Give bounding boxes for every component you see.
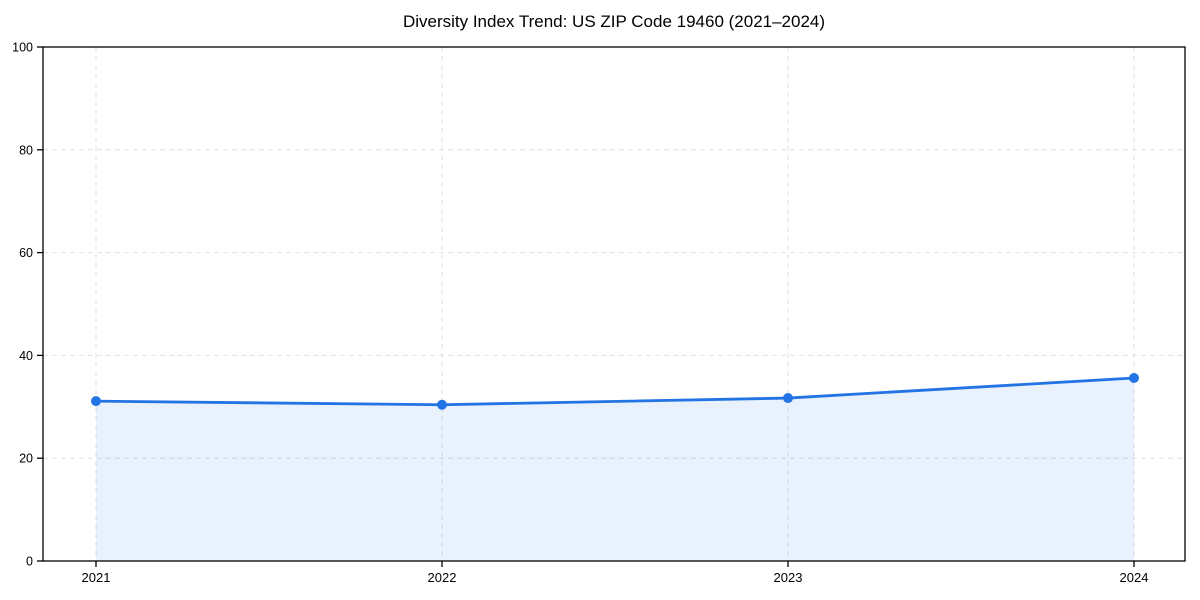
data-point-2024[interactable] [1129,373,1139,384]
y-tick-label: 100 [12,41,33,55]
plot-border [42,46,1186,562]
data-point-2022[interactable] [437,399,447,410]
chart-title: Diversity Index Trend: US ZIP Code 19460… [402,12,826,31]
data-point-2023[interactable] [783,393,793,404]
series-line [94,376,1136,407]
data-point-2021[interactable] [91,396,101,407]
y-tick-label: 0 [26,555,33,569]
series-area-fill [96,378,1134,561]
x-tick-label: 2023 [774,570,803,585]
y-tick-label: 20 [19,452,33,466]
y-tick-label: 80 [19,143,33,157]
x-tick-label: 2022 [428,570,457,585]
x-tick-label: 2024 [1120,570,1149,585]
y-tick-label: 60 [19,246,33,260]
x-tick-label: 2021 [82,570,111,585]
y-tick-label: 40 [19,349,33,363]
